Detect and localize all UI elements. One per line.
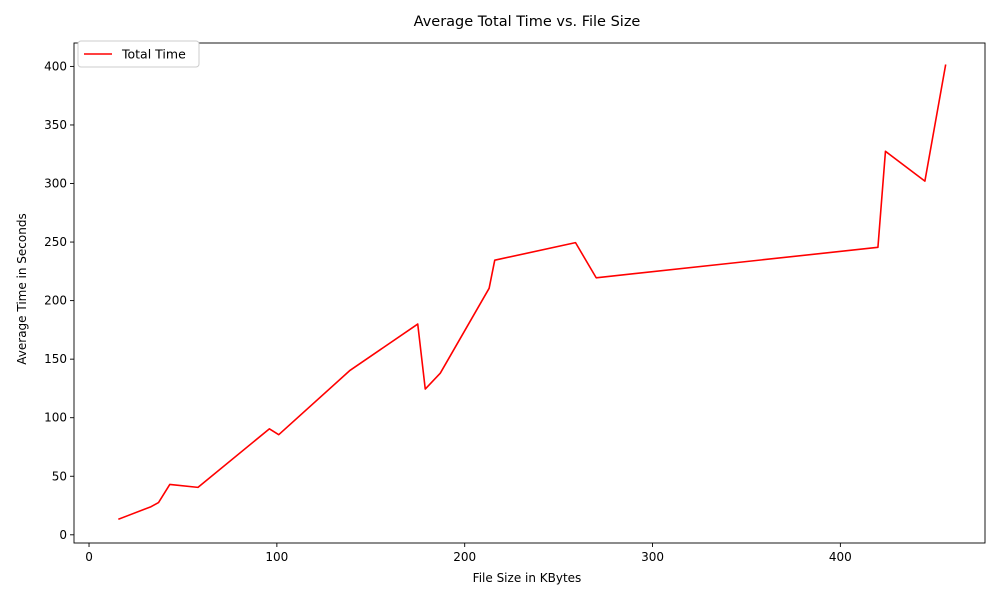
x-tick-label: 100: [265, 550, 288, 564]
legend-label-total-time: Total Time: [121, 47, 186, 62]
x-tick-label: 300: [641, 550, 664, 564]
x-tick-label: 400: [829, 550, 852, 564]
x-tick-label: 200: [453, 550, 476, 564]
y-tick-label: 100: [44, 411, 67, 425]
chart-title: Average Total Time vs. File Size: [414, 14, 641, 30]
legend: Total Time: [77, 40, 200, 68]
y-tick-label: 250: [44, 235, 67, 249]
y-tick-label: 0: [59, 528, 67, 542]
y-tick-label: 50: [52, 469, 67, 483]
series-line-0: [118, 64, 947, 521]
y-axis-label: Average Time in Seconds: [15, 213, 29, 364]
legend-frame: [77, 40, 200, 68]
y-tick-label: 350: [44, 118, 67, 132]
x-axis-label: File Size in KBytes: [473, 571, 582, 585]
y-tick-label: 150: [44, 352, 67, 366]
y-tick-label: 400: [44, 59, 67, 73]
y-tick-label: 300: [44, 177, 67, 191]
axes: 0 100 200 300 400 0 50 100 150 200 250 300 350 400: [44, 42, 986, 564]
y-tick-label: 200: [44, 294, 67, 308]
x-tick-label: 0: [85, 550, 93, 564]
axes-frame: [73, 42, 986, 544]
plot-area: [118, 64, 947, 521]
